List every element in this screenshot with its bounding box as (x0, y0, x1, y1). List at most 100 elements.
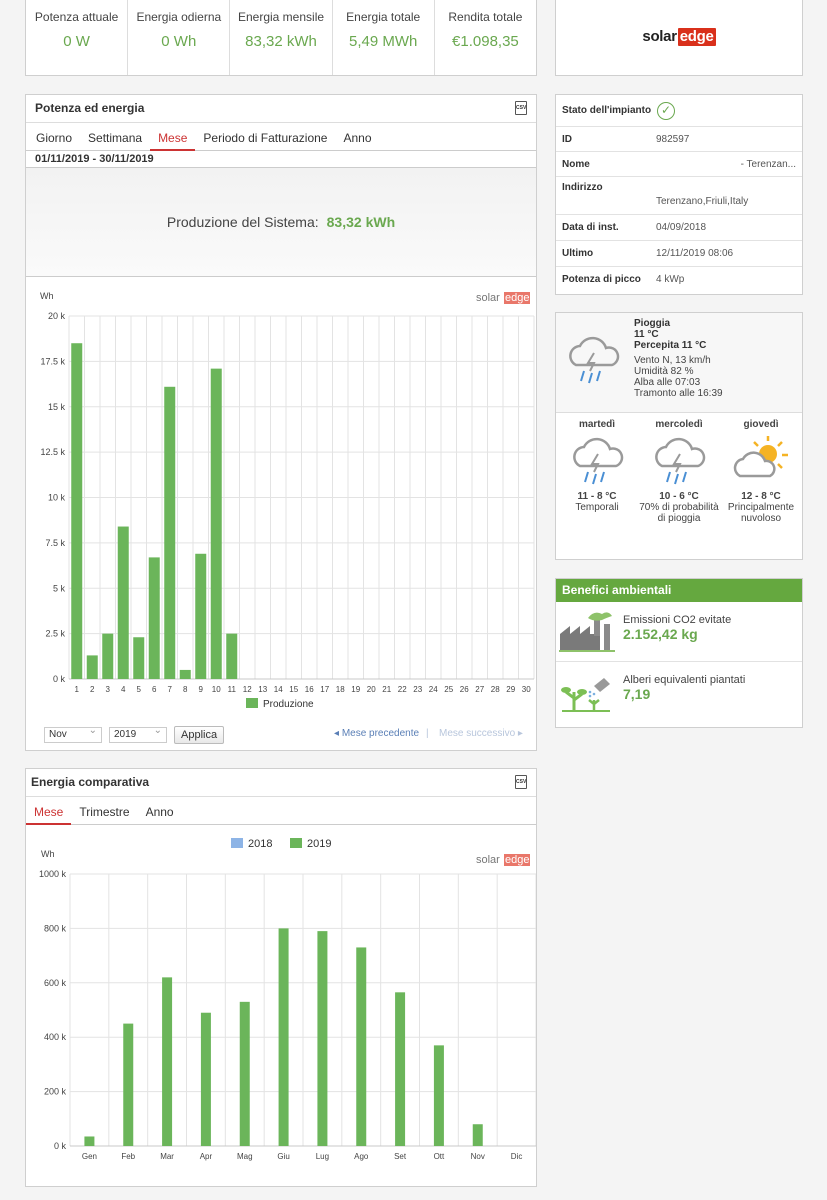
chart-legend: Produzione (246, 698, 314, 710)
next-month-link[interactable]: Mese successivo ▸ (439, 728, 523, 739)
x-tick-label: 15 (289, 685, 298, 694)
x-tick-label: Apr (200, 1152, 213, 1161)
weather-temp: 11 °C (634, 329, 659, 340)
forecast: martedì 11 - 8 °C Temporali mercoledì 10… (556, 413, 802, 524)
csv-export-icon[interactable]: CSV (515, 101, 527, 115)
tab-week[interactable]: Settimana (88, 131, 143, 145)
tab-year[interactable]: Anno (145, 805, 174, 819)
benefit-co2: Emissioni CO2 evitate 2.152,42 kg (556, 602, 802, 662)
storm-cloud-icon (573, 437, 624, 485)
bar (226, 633, 238, 679)
power-energy-panel: Potenza ed energia CSV Giorno Settimana … (25, 94, 537, 751)
svg-text:solar: solar (476, 292, 500, 304)
bar (133, 637, 145, 679)
month-select[interactable]: Nov (44, 725, 102, 743)
weather-wind: Vento N, 13 km/h (634, 355, 711, 366)
x-tick-label: 28 (491, 685, 500, 694)
status-header: Stato dell'impianto ✓ (556, 95, 802, 127)
stat-value: 0 W (63, 33, 90, 50)
legend-label: 2018 (248, 838, 272, 850)
bar (356, 947, 367, 1146)
tab-month[interactable]: Mese (26, 797, 72, 825)
weather-sunset: Tramonto alle 16:39 (634, 388, 723, 399)
stat-label: Rendita totale (448, 10, 523, 24)
tab-month[interactable]: Mese (150, 123, 196, 151)
x-tick-label: 26 (460, 685, 469, 694)
status-row-id: ID 982597 (556, 127, 802, 152)
stat-daily-energy: Energia odierna 0 Wh (128, 0, 231, 75)
stat-current-power: Potenza attuale 0 W (26, 0, 129, 75)
panel-title: Potenza ed energia (35, 101, 145, 115)
y-axis-unit: Wh (41, 849, 55, 859)
x-tick-label: 3 (106, 685, 111, 694)
stat-value: 0 Wh (161, 33, 197, 50)
bar (195, 553, 207, 679)
bar (86, 655, 98, 679)
svg-text:solar: solar (476, 854, 500, 866)
x-tick-label: 12 (243, 685, 252, 694)
comparative-energy-chart: Wh 0 k 200 k 400 k 600 k 800 k 1000 k Gen Feb Mar… (39, 838, 536, 1161)
x-tick-label: Lug (316, 1152, 329, 1161)
legend-swatch (231, 838, 243, 848)
bar (239, 1001, 250, 1146)
current-weather-details: Pioggia 11 °C Percepita 11 °C Vento N, 1… (634, 318, 723, 399)
stat-label: Potenza attuale (34, 10, 119, 24)
tab-billing-period[interactable]: Periodo di Fatturazione (203, 131, 328, 145)
tab-year[interactable]: Anno (343, 131, 372, 145)
rain-cloud-icon (655, 437, 706, 485)
solaredge-logo: solar edge (642, 28, 716, 46)
weather-humidity: Umidità 82 % (634, 366, 694, 377)
date-range: 01/11/2019 - 30/11/2019 (26, 151, 536, 168)
bar (395, 992, 406, 1146)
x-tick-label: 4 (121, 685, 126, 694)
x-tick-label: 25 (444, 685, 453, 694)
forecast-day: martedì 11 - 8 °C Temporali (556, 413, 638, 524)
bar (148, 557, 160, 679)
y-tick-label: 800 k (44, 923, 67, 933)
x-tick-label: 7 (168, 685, 173, 694)
chart-legend: 2018 2019 (231, 838, 331, 850)
csv-export-icon[interactable]: CSV (515, 775, 527, 789)
x-tick-label: Ott (434, 1152, 445, 1161)
bar (117, 526, 129, 679)
system-production-summary: Produzione del Sistema: 83,32 kWh (26, 168, 536, 277)
x-tick-label: Nov (471, 1152, 485, 1161)
legend-label: 2019 (307, 838, 331, 850)
bar (71, 343, 83, 679)
status-row-install-date: Data di inst. 04/09/2018 (556, 215, 802, 241)
x-tick-label: 22 (398, 685, 407, 694)
panel-header: Energia comparativa CSV (26, 769, 536, 797)
y-tick-label: 2.5 k (45, 629, 65, 639)
tab-quarter[interactable]: Trimestre (79, 805, 130, 819)
x-tick-label: 9 (199, 685, 204, 694)
bar (433, 1045, 444, 1146)
legend-swatch (290, 838, 302, 848)
stat-value: €1.098,35 (452, 33, 519, 50)
production-label: Produzione del Sistema: (166, 214, 319, 230)
stat-value: 83,32 kWh (245, 33, 317, 50)
bar (123, 1023, 134, 1146)
benefit-value: 7,19 (623, 686, 651, 702)
site-status-panel: Stato dell'impianto ✓ ID 982597 Nome - Ter… (555, 94, 803, 295)
panel-header: Potenza ed energia CSV (26, 95, 536, 123)
benefit-label: Emissioni CO2 evitate (623, 614, 732, 626)
previous-month-link[interactable]: ◂ Mese precedente (334, 728, 420, 739)
production-value: 83,32 kWh (326, 214, 396, 230)
weather-condition: Pioggia (634, 318, 671, 329)
year-select[interactable]: 2019 (109, 725, 167, 743)
weather-panel: Pioggia 11 °C Percepita 11 °C Vento N, 1… (555, 312, 803, 560)
x-tick-label: 8 (183, 685, 188, 694)
svg-text:edge: edge (505, 854, 529, 866)
x-tick-label: 20 (367, 685, 376, 694)
x-tick-label: Mag (237, 1152, 253, 1161)
stat-total-revenue: Rendita totale €1.098,35 (435, 0, 536, 75)
x-tick-label: Ago (354, 1152, 369, 1161)
solaredge-watermark: solar edge (476, 854, 530, 866)
stat-monthly-energy: Energia mensile 83,32 kWh (230, 0, 333, 75)
x-tick-label: 29 (506, 685, 515, 694)
tab-day[interactable]: Giorno (36, 131, 73, 145)
tree-icon (561, 678, 610, 712)
x-tick-label: Giu (277, 1152, 289, 1161)
apply-button[interactable]: Applica (174, 726, 225, 744)
y-tick-label: 7.5 k (45, 538, 65, 548)
